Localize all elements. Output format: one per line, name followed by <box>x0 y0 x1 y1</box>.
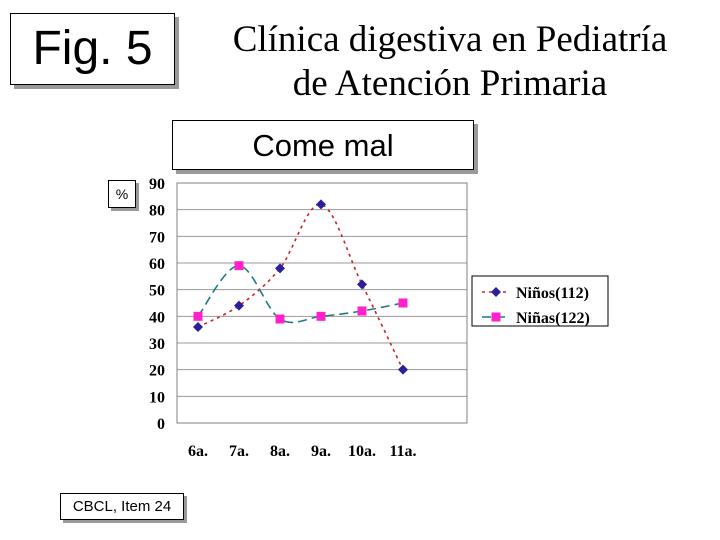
legend-label: Niñas(122) <box>516 310 590 327</box>
y-tick-label: 30 <box>149 336 165 353</box>
legend-marker <box>491 312 501 322</box>
data-point <box>193 322 203 332</box>
x-tick-label: 10a. <box>348 443 376 460</box>
x-tick-label: 7a. <box>229 443 249 460</box>
data-point <box>398 298 408 308</box>
figure-label: Fig. 5 <box>10 13 175 85</box>
y-axis-ticks: 0 10 20 30 40 50 60 70 80 90 <box>149 176 165 433</box>
y-tick-label: 80 <box>149 203 165 220</box>
x-tick-label: 6a. <box>188 443 208 460</box>
y-unit-label: % <box>108 180 136 208</box>
legend-label: Niños(112) <box>516 285 589 302</box>
y-tick-label: 60 <box>149 256 165 273</box>
y-tick-label: 50 <box>149 283 165 300</box>
y-tick-label: 20 <box>149 363 165 380</box>
series-layer <box>193 199 408 375</box>
source-label: CBCL, Item 24 <box>60 493 184 520</box>
series-line <box>197 264 404 324</box>
page-title: Clínica digestiva en Pediatría de Atenci… <box>190 18 710 106</box>
data-point <box>316 199 326 210</box>
y-tick-label: 70 <box>149 229 165 246</box>
legend: Niños(112) Niñas(122) <box>471 275 609 327</box>
data-point <box>193 311 203 321</box>
page-title-line-2: de Atención Primaria <box>292 63 608 104</box>
x-axis-ticks: 6a. 7a. 8a. 9a. 10a. 11a. <box>188 443 417 460</box>
chart-subtitle: Come mal <box>172 120 474 170</box>
data-point <box>398 364 408 375</box>
data-point <box>234 300 244 311</box>
data-point <box>357 279 367 290</box>
y-tick-label: 90 <box>149 176 165 193</box>
x-tick-label: 9a. <box>311 443 331 460</box>
y-tick-label: 10 <box>149 389 165 406</box>
grid-lines <box>177 209 467 397</box>
data-point <box>234 261 244 271</box>
y-tick-label: 40 <box>149 309 165 326</box>
y-tick-label: 0 <box>157 416 165 433</box>
data-point <box>275 263 285 274</box>
page-title-line-1: Clínica digestiva en Pediatría <box>232 19 668 60</box>
plot-area <box>176 182 468 424</box>
x-tick-label: 8a. <box>270 443 290 460</box>
legend-marker <box>491 287 501 297</box>
x-tick-label: 11a. <box>389 443 416 460</box>
data-point <box>275 314 285 324</box>
data-point <box>316 311 326 321</box>
series-line <box>197 203 404 371</box>
data-point <box>357 306 367 316</box>
